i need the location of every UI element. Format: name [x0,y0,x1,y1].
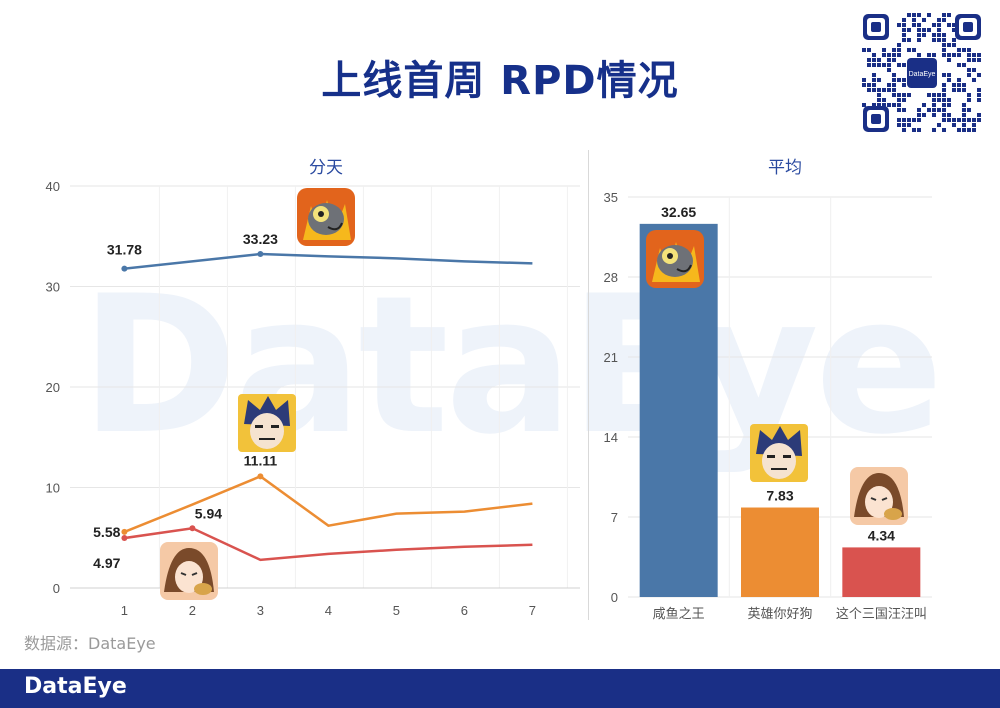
panel-divider [588,150,589,620]
salted-fish-king-icon [297,188,355,246]
three-kingdoms-icon [160,542,218,600]
left-y-tick-label: 10 [46,481,60,496]
qr-code: DataEye [861,12,983,134]
left-data-label: 33.23 [243,231,278,247]
page-title: 上线首周 RPD情况 [321,58,679,104]
salted-fish-king-icon [646,230,704,288]
right-y-tick-label: 28 [604,270,618,285]
left-x-tick-label: 4 [325,603,332,618]
footer-bar: DataEye [0,669,1000,708]
right-x-tick-label: 咸鱼之王 [653,606,705,621]
left-series-point-0 [121,265,128,272]
left-x-tick-label: 2 [189,603,196,618]
bar-value-label: 32.65 [661,204,696,220]
left-series-point-2 [189,525,196,532]
hero-dog-icon [238,394,296,452]
left-data-label: 4.97 [93,555,120,571]
left-series-point-1 [121,528,128,535]
left-x-tick-label: 5 [393,603,400,618]
left-y-tick-label: 0 [53,581,60,596]
left-y-tick-label: 20 [46,380,60,395]
left-data-label: 5.58 [93,524,120,540]
left-x-tick-label: 7 [529,603,536,618]
left-chart-title: 分天 [309,158,343,178]
hero-dog-icon [750,424,808,482]
left-data-label: 5.94 [195,505,222,521]
left-data-label: 31.78 [107,242,142,258]
left-series-point-2 [121,535,128,542]
left-data-label: 11.11 [244,452,278,468]
right-y-tick-label: 21 [604,350,618,365]
bar-value-label: 4.34 [868,527,895,543]
left-x-tick-label: 1 [121,603,128,618]
left-y-tick-label: 30 [46,280,60,295]
left-x-tick-label: 3 [257,603,264,618]
left-series-point-1 [257,473,264,480]
left-series-line-1 [123,474,533,534]
bar-1 [741,507,819,597]
bar-value-label: 7.83 [766,488,793,504]
right-x-tick-label: 这个三国汪汪叫 [836,606,927,621]
right-y-tick-label: 14 [604,430,618,445]
left-series-line-0 [124,252,533,270]
three-kingdoms-icon [850,467,908,525]
right-y-tick-label: 0 [611,590,618,605]
qr-label: DataEye [909,71,936,78]
footer-logo: DataEye [24,674,127,699]
right-y-tick-label: 7 [611,510,618,525]
bar-2 [842,547,921,597]
right-x-tick-label: 英雄你好狗 [747,606,812,621]
right-chart-title: 平均 [768,158,802,178]
left-y-tick-label: 40 [46,179,60,194]
data-source: 数据源：DataEye [24,634,156,653]
right-y-tick-label: 35 [604,190,618,205]
left-series-point-0 [257,251,264,258]
left-x-tick-label: 6 [461,603,468,618]
